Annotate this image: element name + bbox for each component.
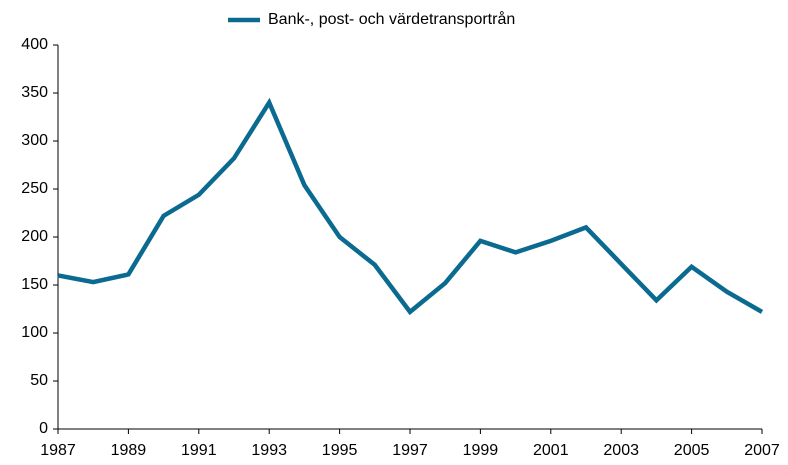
y-tick-label: 150 bbox=[21, 276, 48, 293]
x-tick-label: 1999 bbox=[463, 442, 499, 459]
x-tick-label: 2003 bbox=[603, 442, 639, 459]
x-tick-label: 1995 bbox=[322, 442, 358, 459]
x-tick-label: 1991 bbox=[181, 442, 217, 459]
y-tick-label: 0 bbox=[39, 420, 48, 437]
y-tick-label: 100 bbox=[21, 324, 48, 341]
x-tick-label: 1989 bbox=[111, 442, 147, 459]
series-line bbox=[57, 97, 764, 316]
legend-label: Bank-, post- och värdetransportrån bbox=[268, 10, 515, 28]
y-tick-label: 400 bbox=[21, 36, 48, 53]
x-tick-label: 1993 bbox=[251, 442, 287, 459]
y-tick-label: 350 bbox=[21, 84, 48, 101]
x-tick-label: 2007 bbox=[744, 442, 780, 459]
x-tick-label: 1997 bbox=[392, 442, 428, 459]
x-tick-label: 2001 bbox=[533, 442, 569, 459]
x-tick-label: 2005 bbox=[674, 442, 710, 459]
y-tick-label: 300 bbox=[21, 132, 48, 149]
y-tick-label: 250 bbox=[21, 180, 48, 197]
y-tick-label: 200 bbox=[21, 228, 48, 245]
x-tick-label: 1987 bbox=[40, 442, 76, 459]
y-tick-label: 50 bbox=[30, 372, 48, 389]
